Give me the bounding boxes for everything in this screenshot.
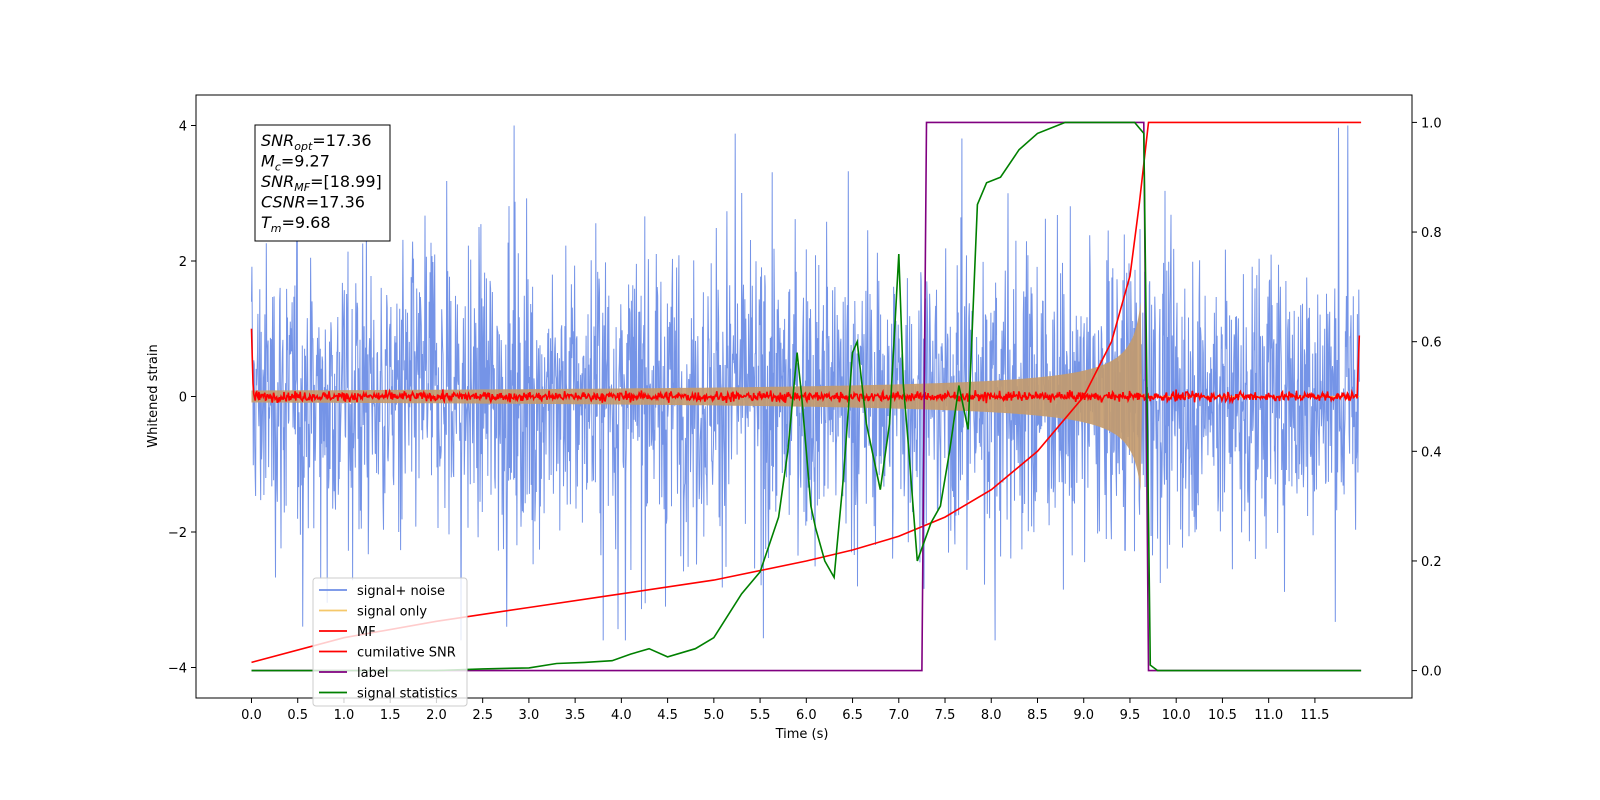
- x-tick-label: 5.5: [750, 708, 771, 723]
- x-tick-label: 2.5: [472, 708, 493, 723]
- series-cumilative-snr: [251, 121, 1362, 664]
- annotation-subscript: m: [271, 222, 282, 235]
- annotation-value: =9.68: [282, 213, 331, 232]
- annotation-line: SNRMF=[18.99]: [261, 172, 382, 194]
- legend-label: signal only: [357, 605, 427, 620]
- series-signal-noise: [251, 125, 1360, 641]
- annotation-symbol: SNR: [261, 131, 294, 150]
- annotation-value: =17.36: [312, 131, 371, 150]
- annotation-frame: [254, 124, 391, 242]
- x-tick-label: 7.5: [935, 708, 956, 723]
- annotation-symbol: CSNR: [261, 193, 306, 212]
- y-tick-label: 4: [179, 119, 187, 134]
- x-tick-label: 4.0: [611, 708, 632, 723]
- legend-label: signal+ noise: [357, 584, 445, 599]
- x-tick-label: 3.0: [519, 708, 540, 723]
- annotation-value: =[18.99]: [310, 172, 382, 191]
- x-tick-label: 9.0: [1073, 708, 1094, 723]
- annotation-symbol: SNR: [261, 172, 294, 191]
- legend-label: cumilative SNR: [357, 646, 456, 661]
- y2-tick-label: 0.6: [1421, 336, 1442, 351]
- x-tick-label: 7.0: [888, 708, 909, 723]
- x-tick-label: 8.0: [981, 708, 1002, 723]
- y-tick-label: 0: [179, 391, 187, 406]
- y2-tick-label: 0.8: [1421, 226, 1442, 241]
- y-axis-title: Whitened strain: [146, 344, 161, 447]
- x-tick-label: 9.5: [1120, 708, 1141, 723]
- plot-area: [250, 121, 1362, 672]
- x-tick-label: 2.0: [426, 708, 447, 723]
- series-signal-statistics: [251, 121, 1362, 672]
- legend-label: label: [357, 666, 388, 681]
- y2-tick-label: 0.0: [1421, 665, 1442, 680]
- annotation-line: Mc=9.27: [261, 152, 330, 174]
- y-axis-left: 4 2 0 −2 −4: [168, 119, 196, 677]
- annotation-subscript: c: [275, 161, 281, 174]
- y-tick-label: −4: [168, 662, 187, 677]
- x-tick-label: 10.5: [1208, 708, 1237, 723]
- x-axis: 0.0 0.5 1.0 1.5 2.0 2.5 3.0 3.5 4.0 4.5 5.0 5.5 6.0 6…: [241, 698, 1329, 723]
- annotation-symbol: T: [261, 213, 272, 232]
- annotation-subscript: opt: [294, 140, 313, 153]
- x-tick-label: 1.5: [380, 708, 401, 723]
- x-tick-label: 6.5: [842, 708, 863, 723]
- x-axis-title: Time (s): [775, 727, 829, 742]
- legend: signal+ noise signal only MF cumilative SNR…: [312, 577, 468, 707]
- series-mf: [250, 328, 1361, 405]
- y2-tick-label: 0.2: [1421, 555, 1442, 570]
- x-tick-label: 11.0: [1254, 708, 1283, 723]
- legend-label: MF: [357, 625, 376, 640]
- x-tick-label: 4.5: [657, 708, 678, 723]
- x-tick-label: 10.0: [1162, 708, 1191, 723]
- x-tick-label: 5.0: [703, 708, 724, 723]
- y2-tick-label: 1.0: [1421, 116, 1442, 131]
- y-tick-label: −2: [168, 526, 187, 541]
- x-tick-label: 0.5: [287, 708, 308, 723]
- annotation-value: =17.36: [306, 193, 365, 212]
- annotation-value: =9.27: [281, 152, 330, 171]
- y-axis-right: 1.0 0.8 0.6 0.4 0.2 0.0: [1412, 116, 1442, 680]
- legend-frame: [312, 577, 468, 707]
- x-tick-label: 1.0: [334, 708, 355, 723]
- x-tick-label: 3.5: [565, 708, 586, 723]
- y-tick-label: 2: [179, 255, 187, 270]
- legend-label: signal statistics: [357, 687, 458, 702]
- x-tick-label: 11.5: [1300, 708, 1329, 723]
- annotation-line: SNRopt=17.36: [261, 131, 372, 153]
- annotation-line: CSNR=17.36: [261, 193, 365, 212]
- annotation-line: Tm=9.68: [261, 213, 331, 235]
- y2-tick-label: 0.4: [1421, 445, 1442, 460]
- annotation-symbol: M: [261, 152, 275, 171]
- annotation-subscript: MF: [294, 181, 310, 194]
- annotation-box: SNRopt=17.36Mc=9.27SNRMF=[18.99]CSNR=17.…: [254, 124, 391, 242]
- x-tick-label: 6.0: [796, 708, 817, 723]
- x-tick-label: 0.0: [241, 708, 262, 723]
- x-tick-label: 8.5: [1027, 708, 1048, 723]
